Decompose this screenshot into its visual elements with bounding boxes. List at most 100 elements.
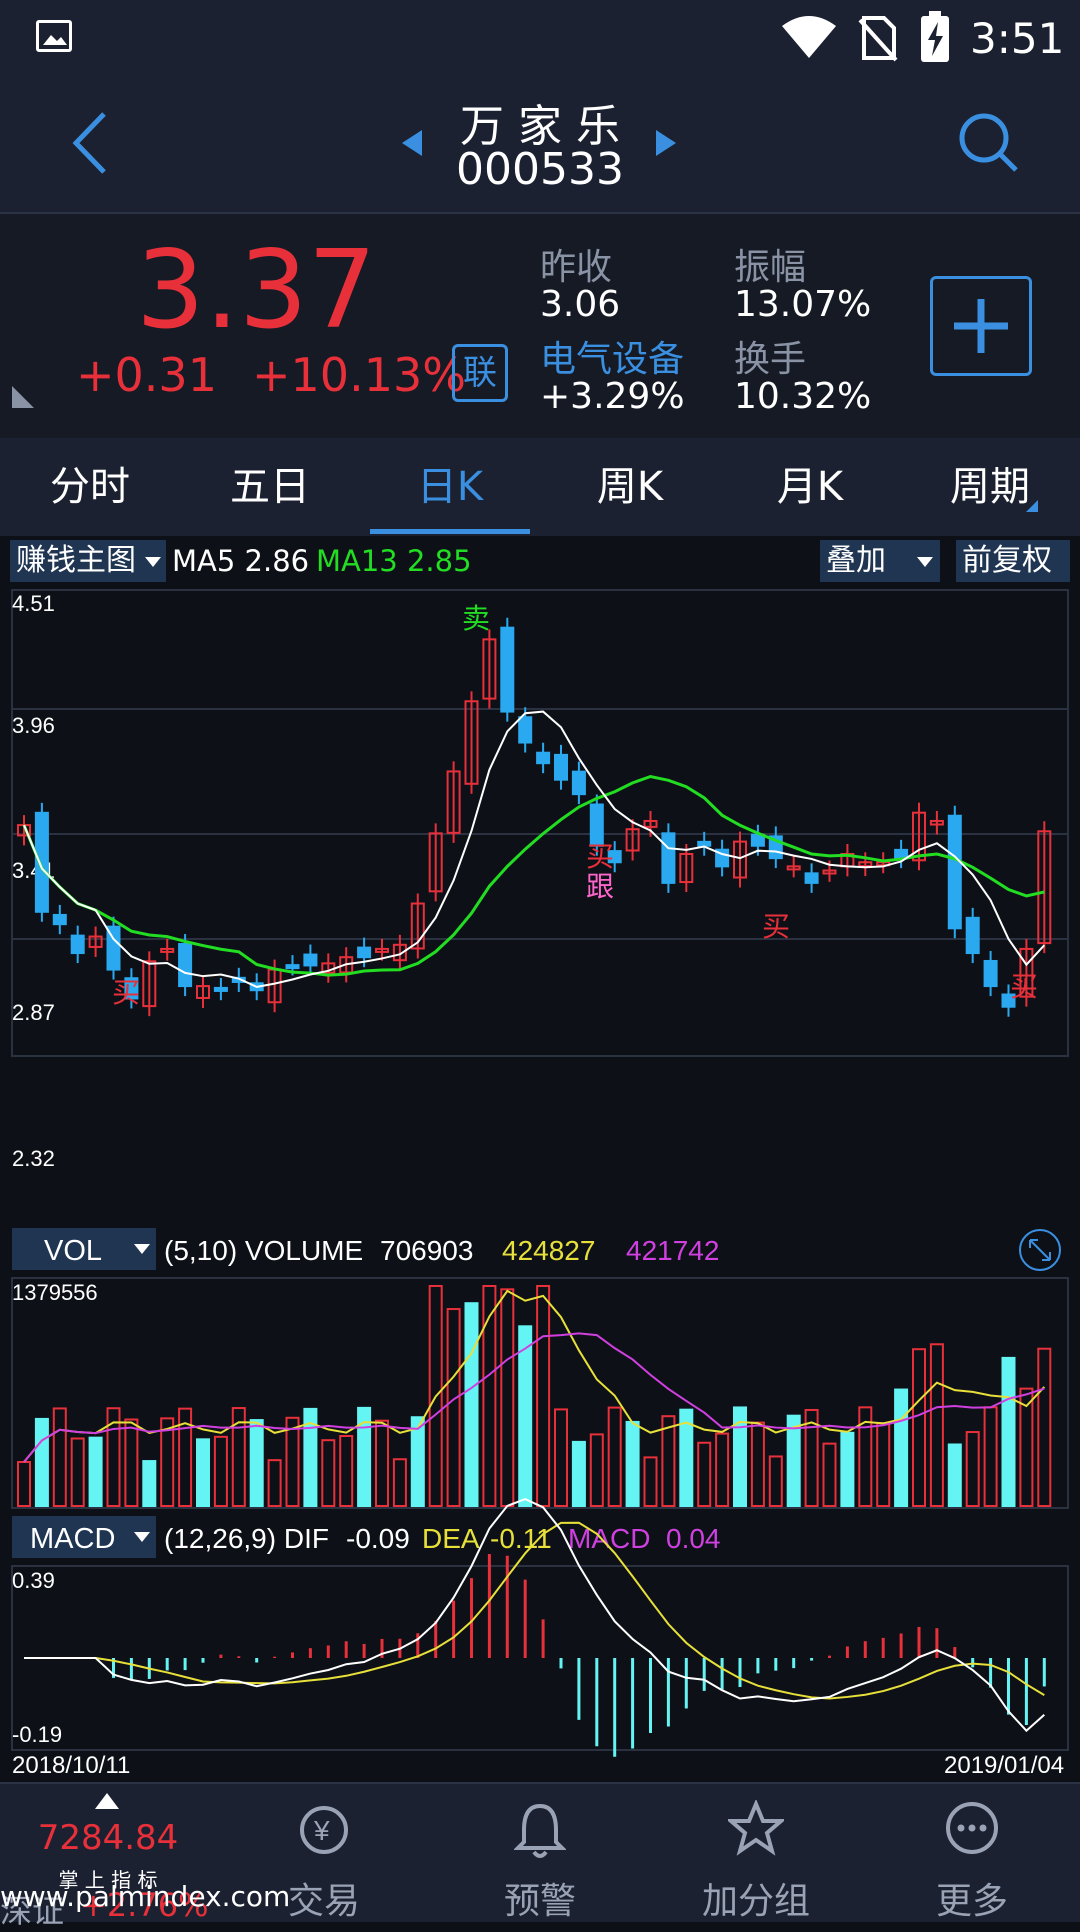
overlay-button[interactable]: 叠加: [820, 540, 940, 582]
volume-bar: [947, 1443, 962, 1508]
candle-body: [124, 977, 139, 1000]
volume-bar: [679, 1408, 694, 1508]
sector-name[interactable]: 电气设备: [540, 339, 685, 380]
prev-close-label: 昨收: [540, 247, 613, 288]
quote-panel: 3.37 +0.31 +10.13% 联 昨收 3.06 电气设备 +3.29%…: [0, 214, 1080, 438]
macd-dea-label: DEA: [422, 1523, 480, 1554]
volume-bar: [249, 1419, 264, 1507]
nav-add-group[interactable]: 加分组: [648, 1784, 864, 1922]
candle-body: [482, 638, 497, 700]
candle-body: [733, 840, 747, 879]
volume-bar: [34, 1417, 49, 1507]
candle-body: [392, 943, 407, 962]
price-change-pct: +10.13%: [252, 348, 466, 402]
candle-body: [661, 832, 676, 884]
no-sim-icon: [858, 16, 898, 62]
nav-more[interactable]: 更多: [864, 1784, 1080, 1922]
candle-body: [912, 811, 926, 862]
signal-label: 跟: [586, 871, 614, 902]
prev-stock-icon[interactable]: [400, 128, 424, 158]
candle-body: [142, 960, 157, 1008]
volume-bar: [912, 1348, 926, 1508]
volume-bar: [589, 1433, 604, 1508]
volume-bar: [160, 1417, 175, 1507]
ma13-line: [22, 774, 1045, 977]
nav-trade[interactable]: ¥ 交易: [216, 1784, 432, 1922]
tab-period[interactable]: 周期: [950, 464, 1030, 510]
tab-weekly-k[interactable]: 周K: [596, 464, 664, 510]
volume-bar: [750, 1421, 765, 1508]
volume-bar: [697, 1441, 712, 1508]
volume-bar: [607, 1406, 622, 1507]
volume-bar: [1019, 1387, 1034, 1508]
date-start: 2018/10/11: [12, 1752, 130, 1779]
turnover-label: 换手: [734, 339, 807, 380]
volume-bar: [840, 1431, 855, 1507]
price-change: +0.31: [76, 348, 217, 402]
candle-body: [607, 850, 622, 864]
chevron-down-icon[interactable]: [134, 1244, 150, 1254]
candle-body: [446, 770, 461, 834]
battery-charging-icon: [921, 11, 949, 62]
ma5-line: [23, 710, 1046, 988]
volume-bar: [392, 1458, 407, 1507]
add-watchlist-button[interactable]: [930, 276, 1032, 376]
search-icon[interactable]: [958, 112, 1020, 174]
nav-index[interactable]: 7284.84 掌 上 指 标 深证 +2.76% www.palmindex.…: [0, 1784, 290, 1930]
lian-badge[interactable]: 联: [452, 344, 508, 402]
vol-select: VOL: [44, 1235, 102, 1267]
more-icon: [946, 1802, 998, 1854]
tab-daily-k[interactable]: 日K: [360, 438, 540, 536]
volume-bar: [554, 1408, 568, 1508]
volume-bar: [1001, 1356, 1016, 1508]
index-change: +2.76%: [80, 1886, 209, 1924]
signal-label: 买: [586, 841, 614, 872]
signal-label: 买: [1010, 971, 1038, 1002]
signal-label: 买: [762, 911, 790, 942]
volume-bar: [822, 1442, 837, 1508]
volume-bar: [142, 1460, 157, 1508]
ma13-value: 2.85: [406, 544, 472, 578]
ma5-label: MA5 2.86: [172, 544, 310, 578]
volume-bar: [536, 1285, 551, 1507]
volume-bar: [303, 1407, 318, 1507]
volume-bar: [768, 1455, 783, 1508]
candle-body: [500, 626, 515, 713]
volume-bar: [929, 1343, 944, 1508]
prev-close-value: 3.06: [540, 284, 621, 325]
candle-body: [410, 902, 425, 950]
volume-bar: [106, 1407, 121, 1507]
y-label-top: 4.51: [12, 591, 55, 616]
star-icon: [728, 1800, 784, 1856]
volume-bar: [786, 1414, 801, 1508]
candle-body: [375, 947, 389, 953]
back-arrow-icon[interactable]: [70, 110, 110, 176]
image-icon: [36, 20, 72, 52]
price-adjust-button[interactable]: 前复权: [956, 540, 1070, 582]
expand-icon[interactable]: [1019, 1229, 1061, 1271]
candle-body: [679, 852, 694, 884]
volume-bar: [464, 1302, 479, 1507]
bell-icon: [514, 1803, 566, 1858]
vol-ma5: 424827: [502, 1235, 595, 1266]
volume-bar: [52, 1407, 67, 1507]
nav-alert[interactable]: 预警: [432, 1784, 648, 1922]
candle-body: [983, 959, 998, 988]
tab-intraday[interactable]: 分时: [50, 464, 130, 510]
candle-body: [213, 986, 228, 992]
tab-five-day[interactable]: 五日: [230, 464, 310, 510]
chevron-down-icon[interactable]: [134, 1532, 150, 1542]
volume-bar: [321, 1439, 336, 1507]
volume-bar: [213, 1435, 228, 1507]
next-stock-icon[interactable]: [654, 128, 678, 158]
tab-monthly-k[interactable]: 月K: [776, 464, 844, 510]
macd-top-label: 0.39: [12, 1568, 55, 1593]
macd-label: MACD: [568, 1523, 650, 1554]
main-indicator-select[interactable]: 赚钱主图: [10, 540, 166, 582]
candle-body: [804, 872, 819, 884]
candle-body: [106, 925, 121, 971]
candle-body: [1037, 830, 1052, 945]
turnover-value: 10.32%: [734, 376, 872, 417]
ma5-value: 2.86: [244, 544, 310, 578]
